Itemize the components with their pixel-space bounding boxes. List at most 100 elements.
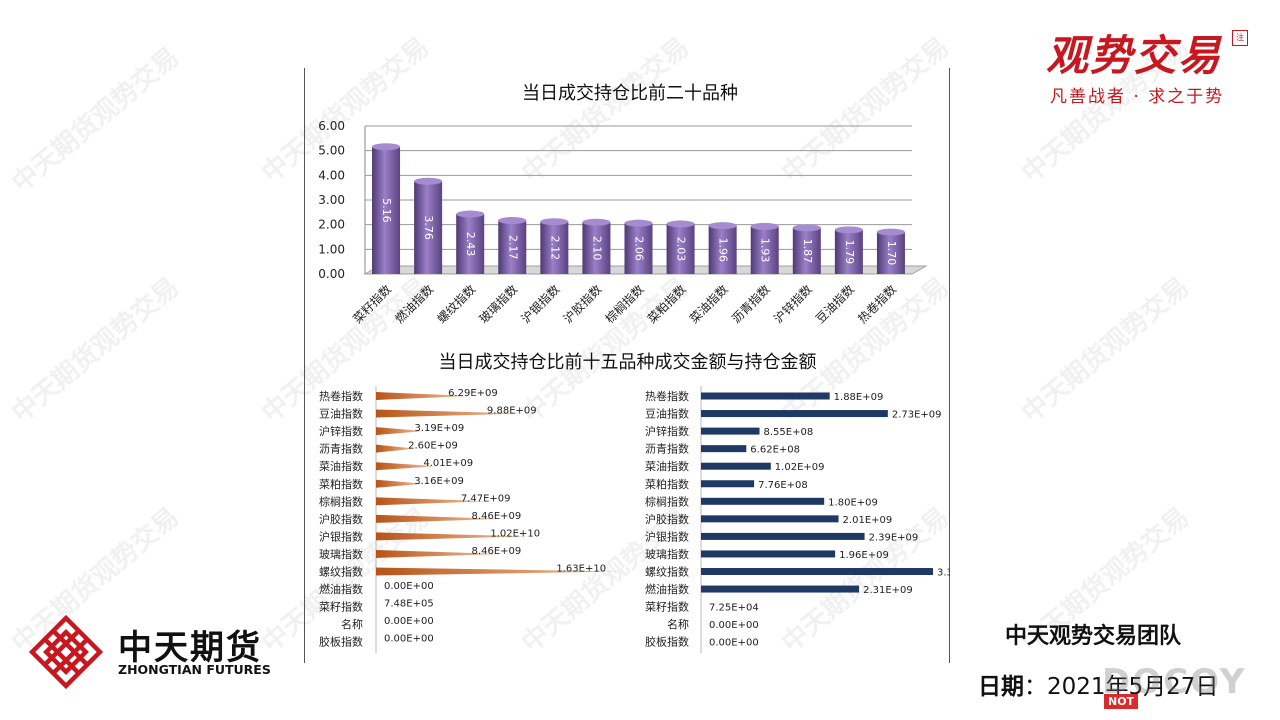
category-label: 名称: [667, 617, 689, 631]
value-label: 1.02E+09: [775, 462, 825, 473]
company-logo: 中天期货 ZHONGTIAN FUTURES: [22, 612, 282, 692]
category-label: 燃油指数: [645, 582, 689, 596]
value-label: 8.46E+09: [472, 511, 522, 522]
spike-bar: [376, 567, 621, 576]
bar-value-label: 1.79: [843, 240, 856, 265]
bar-value-label: 2.06: [633, 236, 646, 260]
bar: [701, 550, 836, 558]
bar: [701, 532, 865, 540]
category-label: 玻璃指数: [645, 547, 689, 561]
date-separator: ：: [1024, 674, 1047, 700]
chart-title: 当日成交持仓比前二十品种: [522, 83, 738, 104]
x-tick-label: 燃油指数: [392, 282, 437, 327]
category-label: 豆油指数: [319, 407, 363, 421]
category-label: 沪胶指数: [645, 512, 689, 526]
value-label: 1.63E+10: [556, 564, 606, 575]
value-label: 0.00E+00: [709, 638, 759, 649]
value-label: 6.62E+08: [750, 445, 800, 456]
spike-bar: [376, 479, 424, 488]
brand-logo: 观势交易 注 凡善战者 · 求之于势: [1040, 22, 1250, 112]
value-label: 7.48E+05: [384, 599, 434, 610]
value-label: 7.47E+09: [461, 493, 511, 504]
spike-bar: [376, 427, 424, 436]
y-tick-label: 3.00: [318, 193, 345, 207]
bar: [701, 462, 771, 470]
bar: [701, 497, 825, 505]
bar-cap: [834, 226, 863, 234]
bar: [876, 232, 905, 274]
bar-cap: [876, 228, 905, 236]
bar-value-label: 5.16: [380, 198, 393, 223]
bar: [750, 226, 779, 274]
bar-cap: [414, 177, 443, 185]
y-tick-label: 2.00: [318, 218, 345, 232]
spike-bar: [376, 497, 489, 506]
spike-bar: [376, 444, 416, 453]
category-label: 菜籽指数: [645, 600, 689, 614]
bar: [498, 220, 527, 274]
bar-value-label: 2.10: [590, 236, 603, 261]
x-tick-label: 菜粕指数: [644, 282, 689, 327]
category-label: 菜粕指数: [645, 477, 689, 491]
value-label: 3.19E+09: [415, 423, 465, 434]
date-label: 日期: [978, 674, 1024, 700]
value-label: 2.39E+09: [869, 532, 919, 543]
x-tick-label: 棕榈指数: [602, 282, 647, 327]
value-label: 9.88E+09: [487, 406, 537, 417]
date-row: 日期：2021年5月27日: [978, 667, 1218, 701]
bar-value-label: 3.76: [422, 215, 435, 240]
category-label: 沪锌指数: [319, 424, 363, 438]
bar: [701, 585, 860, 593]
value-label: 2.31E+09: [863, 585, 913, 596]
bar: [414, 181, 443, 274]
x-tick-label: 沪锌指数: [770, 282, 815, 327]
watermark-text: 中天期货观势交易: [1016, 272, 1195, 429]
y-tick-label: 6.00: [318, 119, 345, 133]
category-label: 菜油指数: [645, 459, 689, 473]
x-tick-label: 热卷指数: [855, 282, 900, 327]
category-label: 棕榈指数: [645, 494, 689, 508]
category-label: 菜粕指数: [319, 477, 363, 491]
value-label: 7.76E+08: [758, 480, 808, 491]
y-tick-label: 1.00: [318, 242, 345, 256]
watermark-text: 中天期货观势交易: [6, 42, 185, 199]
y-tick-label: 5.00: [318, 144, 345, 158]
bar-cap: [624, 219, 653, 227]
left-divider: [304, 68, 305, 663]
turnover-amount-chart: 热卷指数 6.29E+09 豆油指数 9.88E+09 沪锌指数 3.19E+09 沥青指数…: [319, 386, 621, 654]
category-label: 沪银指数: [645, 529, 689, 543]
brand-seal: 注: [1232, 30, 1248, 46]
brand-slogan: 凡善战者 · 求之于势: [1050, 87, 1225, 107]
value-label: 8.46E+09: [472, 546, 522, 557]
category-label: 棕榈指数: [319, 494, 363, 508]
value-label: 4.01E+09: [423, 458, 473, 469]
value-label: 1.02E+10: [490, 528, 540, 539]
right-divider: [949, 68, 950, 663]
x-tick-label: 豆油指数: [812, 282, 857, 327]
category-label: 名称: [341, 617, 363, 631]
value-label: 3.16E+09: [414, 476, 464, 487]
bar-cap: [456, 210, 485, 218]
value-label: 0.00E+00: [384, 634, 434, 645]
position-amount-chart: 热卷指数 1.88E+09 豆油指数 2.73E+09 沪锌指数 8.55E+08 沥青指数…: [645, 386, 950, 654]
category-label: 沪银指数: [319, 529, 363, 543]
bar: [701, 515, 839, 523]
top-bar-chart: 当日成交持仓比前二十品种 0.00 1.00 2.00 3.00 4.00 5.00 6.00…: [318, 83, 928, 327]
x-tick-label: 螺纹指数: [434, 282, 479, 327]
category-label: 热卷指数: [319, 389, 363, 403]
bar-cap: [498, 216, 527, 224]
bar: [666, 223, 695, 274]
x-tick-label: 沥青指数: [728, 282, 773, 327]
spike-bar: [376, 532, 530, 541]
x-tick-label: 玻璃指数: [476, 282, 521, 327]
x-tick-label: 菜油指数: [686, 282, 731, 327]
value-label: 2.01E+09: [843, 515, 893, 526]
spike-bar: [376, 409, 525, 418]
company-name-en: ZHONGTIAN FUTURES: [118, 662, 271, 677]
knot-logo-icon: [28, 614, 104, 690]
x-tick-label: 菜籽指数: [350, 282, 395, 327]
value-label: 6.29E+09: [448, 388, 498, 399]
value-label: 1.88E+09: [834, 392, 884, 403]
bar-value-label: 2.17: [506, 235, 519, 260]
value-label: 3.39E+09: [937, 568, 950, 579]
